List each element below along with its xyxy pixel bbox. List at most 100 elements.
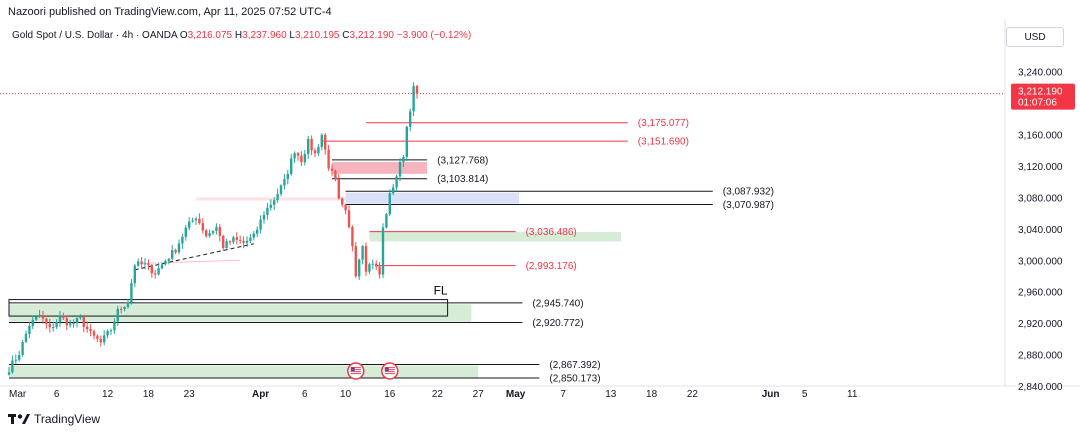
candle-body-49 (174, 250, 177, 253)
candle-body-26 (96, 335, 99, 339)
candle-body-12 (48, 323, 51, 328)
level-label-9: (2,920.772) (532, 318, 583, 329)
x-tick-label-2: 12 (102, 389, 114, 400)
candle-body-115 (398, 162, 402, 177)
candle-body-66 (232, 237, 235, 243)
level-label-10: (2,867.392) (549, 360, 600, 371)
candle-body-65 (228, 241, 232, 243)
candle-body-13 (52, 327, 55, 329)
candle-body-119 (412, 86, 415, 112)
candle-body-90 (313, 150, 317, 154)
candle-body-11 (45, 318, 48, 324)
candle-body-110 (381, 227, 385, 275)
candle-body-7 (31, 319, 34, 326)
candle-body-39 (140, 261, 143, 265)
candle-body-51 (181, 236, 184, 244)
candle-body-98 (341, 198, 344, 205)
candle-body-104 (361, 245, 364, 260)
candle-body-2 (14, 359, 17, 361)
x-tick-label-3: 18 (143, 389, 155, 400)
x-tick-label-12: 7 (560, 389, 566, 400)
candle-body-102 (354, 246, 357, 277)
currency-button[interactable]: USD (1006, 27, 1064, 47)
candle-body-109 (378, 266, 381, 275)
candle-body-118 (409, 111, 412, 127)
candle-body-43 (154, 273, 157, 275)
candle-body-27 (99, 338, 102, 343)
candle-body-91 (317, 146, 320, 154)
candle-body-73 (256, 229, 259, 234)
level-label-8: (2,945.740) (532, 298, 583, 309)
candle-body-60 (211, 231, 215, 234)
candle-body-79 (276, 194, 279, 201)
trendline-0 (134, 243, 254, 271)
level-label-1: (3,151.690) (638, 137, 689, 148)
demand-zone-4 (9, 304, 472, 322)
candle-body-40 (143, 263, 147, 265)
ohlc-high: H3,237.960 (234, 30, 287, 41)
candle-body-5 (24, 333, 28, 342)
candle-body-48 (171, 250, 174, 259)
demand-zone-5 (9, 365, 479, 379)
candle-body-63 (222, 235, 225, 249)
candle-body-67 (235, 237, 238, 240)
candle-body-22 (82, 317, 85, 327)
candle-body-93 (324, 134, 327, 150)
tradingview-logo-icon (8, 414, 30, 424)
level-label-0: (3,175.077) (638, 118, 689, 129)
candle-body-1 (11, 360, 14, 373)
us-flag-icon-field-1 (384, 367, 395, 375)
candle-body-77 (269, 204, 272, 208)
candle-body-62 (218, 227, 221, 236)
blue-zone-1 (345, 192, 519, 204)
x-tick-label-10: 27 (473, 389, 485, 400)
x-tick-label-16: Jun (762, 389, 780, 400)
candle-body-52 (184, 227, 187, 237)
x-tick-label-17: 5 (802, 389, 808, 400)
symbol-title[interactable]: Gold Spot / U.S. Dollar · 4h · OANDA (12, 30, 178, 41)
candle-body-47 (167, 258, 170, 261)
us-flag-icon-field-0 (350, 367, 361, 375)
y-tick-label-3: 2,960.000 (1018, 288, 1063, 299)
candle-body-81 (283, 179, 286, 186)
candle-body-68 (239, 239, 242, 242)
candle-body-55 (194, 218, 198, 221)
x-tick-label-15: 22 (687, 389, 699, 400)
candle-body-97 (337, 178, 340, 199)
tradingview-logo[interactable]: TradingView (8, 412, 100, 426)
y-tick-label-4: 3,000.000 (1018, 256, 1063, 267)
x-tick-label-9: 22 (432, 389, 444, 400)
candle-body-99 (344, 204, 347, 211)
candle-body-16 (62, 315, 65, 319)
candle-body-17 (65, 318, 68, 326)
candle-body-61 (215, 227, 218, 232)
candle-body-76 (266, 207, 269, 215)
us-flag-icon-canton-0 (350, 367, 355, 371)
candle-body-28 (103, 335, 106, 343)
candle-body-112 (388, 193, 391, 215)
candle-body-83 (290, 158, 293, 174)
candle-body-20 (75, 318, 79, 324)
candle-body-120 (415, 86, 419, 94)
ohlc-close: C3,212.190 (342, 30, 394, 41)
candle-body-8 (35, 316, 38, 320)
candle-body-4 (21, 341, 24, 356)
candle-body-58 (205, 230, 208, 237)
candle-body-103 (358, 259, 361, 277)
candle-body-57 (201, 223, 204, 231)
level-label-4: (3,087.932) (723, 187, 774, 198)
x-tick-label-6: 6 (302, 389, 308, 400)
candle-body-46 (164, 260, 167, 265)
candle-body-23 (86, 326, 89, 330)
candle-body-74 (259, 219, 262, 230)
x-tick-label-0: Mar (9, 389, 27, 400)
y-tick-label-5: 3,040.000 (1018, 225, 1063, 236)
candle-body-29 (106, 330, 109, 336)
candle-body-44 (157, 268, 160, 275)
candle-body-24 (89, 329, 92, 332)
demand-zone-3 (369, 232, 621, 242)
x-tick-label-14: 18 (646, 389, 658, 400)
candle-body-72 (252, 233, 255, 238)
candle-body-0 (7, 372, 11, 375)
